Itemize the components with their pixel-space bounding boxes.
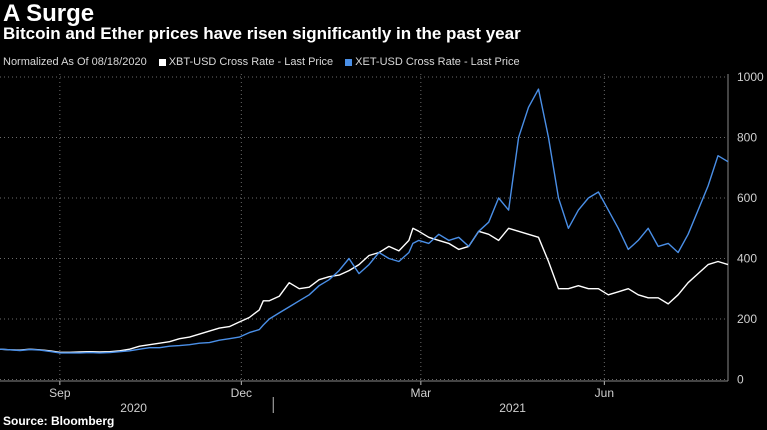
legend-label-xet: XET-USD Cross Rate - Last Price: [355, 56, 520, 68]
x-tick-label-jun: Jun: [595, 386, 614, 400]
year-label-2020: 2020: [120, 401, 147, 415]
y-tick-label-400: 400: [737, 252, 757, 266]
chart-subtitle: Bitcoin and Ether prices have risen sign…: [3, 24, 521, 43]
normalized-label: Normalized As Of 08/18/2020: [3, 56, 147, 68]
legend-swatch-xbt: [158, 58, 166, 66]
x-tick-label-sep: Sep: [49, 386, 71, 400]
legend: Normalized As Of 08/18/2020 XBT-USD Cros…: [3, 54, 520, 70]
chart-title: A Surge: [3, 0, 95, 27]
y-tick-label-200: 200: [737, 312, 757, 326]
source-note: Source: Bloomberg: [3, 414, 115, 428]
y-tick-label-1000: 1000: [737, 70, 764, 84]
x-tick-label-dec: Dec: [231, 386, 252, 400]
year-label-2021: 2021: [499, 401, 526, 415]
series-line-xet: [0, 88, 729, 354]
series-line-xbt: [0, 227, 729, 353]
y-tick-label-800: 800: [737, 131, 757, 145]
y-tick-label-600: 600: [737, 191, 757, 205]
y-tick-label-0: 0: [737, 372, 744, 386]
legend-swatch-xet: [345, 58, 353, 66]
x-tick-label-mar: Mar: [411, 386, 432, 400]
legend-label-xbt: XBT-USD Cross Rate - Last Price: [168, 56, 334, 68]
